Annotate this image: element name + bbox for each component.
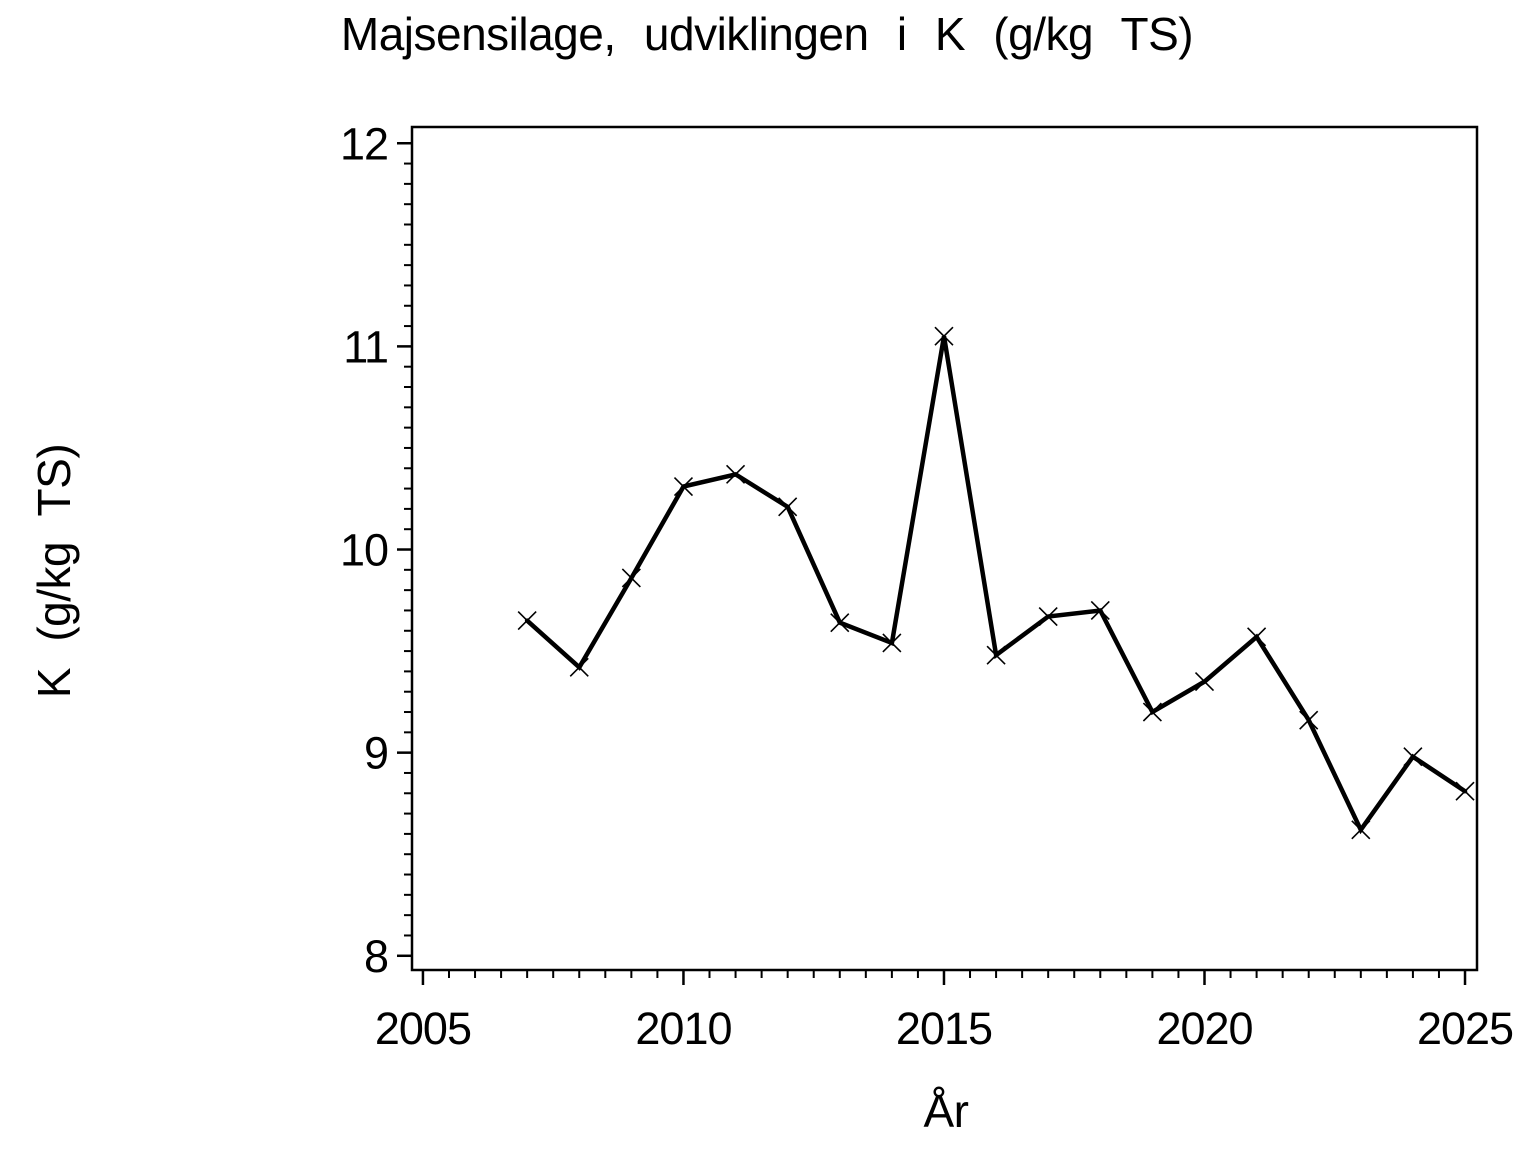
data-point-marker: [986, 645, 1006, 665]
y-axis-label: K (g/kg TS): [28, 444, 80, 698]
data-point-marker: [725, 464, 746, 484]
data-point-marker: [517, 611, 537, 631]
data-point-marker: [778, 497, 798, 517]
chart-title: Majsensilage, udviklingen i K (g/kg TS): [341, 8, 1193, 60]
data-point-marker: [934, 326, 954, 346]
x-tick-label: 2005: [375, 1003, 471, 1054]
data-point-marker: [621, 568, 641, 588]
data-point-marker: [1142, 702, 1162, 722]
data-point-marker: [1247, 627, 1267, 647]
plot-frame: [410, 125, 1479, 972]
series-line: [524, 335, 1468, 835]
data-markers: [517, 326, 1475, 840]
data-point-marker: [1194, 671, 1215, 692]
y-tick-label: 10: [340, 525, 388, 576]
data-point-marker: [1299, 710, 1319, 730]
data-point-marker: [673, 476, 694, 497]
data-point-marker: [569, 657, 589, 677]
axis-tick-labels: 8 9 10 11 12 2005 2010 2015 2020 2025: [340, 118, 1514, 1054]
axis-ticks: [397, 142, 1467, 985]
data-point-marker: [1455, 781, 1475, 801]
y-tick-label: 9: [364, 728, 388, 779]
y-tick-label: 11: [343, 321, 388, 372]
data-point-marker: [882, 633, 902, 653]
x-tick-label: 2010: [635, 1003, 731, 1054]
data-point-marker: [1038, 606, 1058, 627]
x-tick-label: 2015: [896, 1003, 992, 1054]
data-point-marker: [830, 613, 850, 633]
y-tick-label: 12: [340, 118, 388, 169]
x-tick-label: 2025: [1417, 1003, 1513, 1054]
frame-rect: [410, 125, 1479, 972]
x-tick-label: 2020: [1156, 1003, 1252, 1054]
y-tick-label: 8: [364, 931, 388, 982]
x-axis-label: År: [924, 1085, 969, 1137]
data-point-marker: [1351, 820, 1371, 840]
data-point-marker: [1403, 747, 1423, 767]
data-line: [524, 335, 1468, 835]
data-point-marker: [1090, 600, 1110, 621]
